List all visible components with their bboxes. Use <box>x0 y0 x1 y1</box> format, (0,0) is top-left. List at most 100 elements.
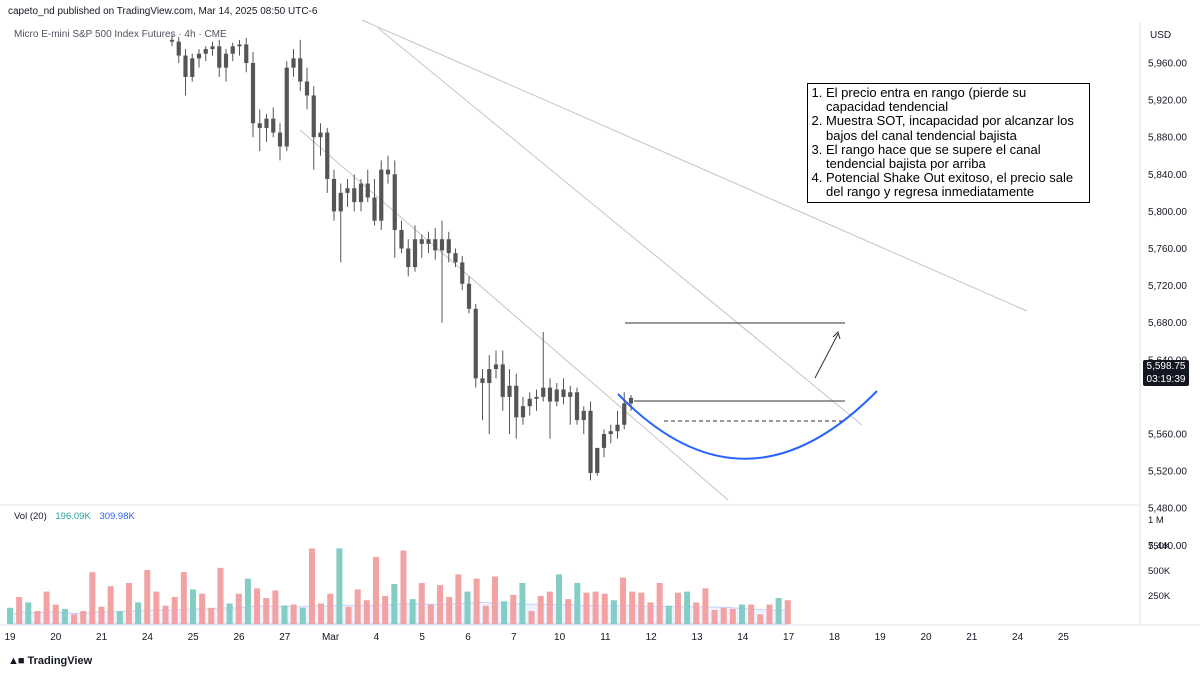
volume-bar <box>107 586 114 624</box>
candle <box>338 183 343 263</box>
candle <box>419 234 424 258</box>
candle <box>284 61 289 152</box>
volume-bar <box>327 593 334 624</box>
volume-bar <box>757 614 764 624</box>
volume-bar <box>254 588 261 624</box>
time-tick-label: 25 <box>188 632 200 643</box>
volume-bar <box>537 595 544 624</box>
volume-bar <box>153 591 160 624</box>
volume-bar <box>299 607 306 624</box>
tradingview-logo[interactable]: ▲■ TradingView <box>8 655 92 667</box>
candle <box>460 255 465 291</box>
volume-bar <box>556 574 562 624</box>
candlestick-series <box>169 35 634 481</box>
volume-bar <box>473 578 480 624</box>
volume-axis: 1 M 750K 500K 250K <box>1148 515 1171 602</box>
candle <box>237 39 242 56</box>
volume-tick-label: 500K <box>1148 566 1171 577</box>
time-axis: 19 20 21 24 25 26 27 Mar 4 5 6 7 10 11 12 13 14 17 18 19 20 2… <box>4 632 1069 643</box>
tradingview-logo-text: TradingView <box>27 655 93 667</box>
time-tick-label: 27 <box>279 632 291 643</box>
candle <box>453 248 458 268</box>
candle <box>358 178 364 212</box>
volume-bar <box>71 614 78 624</box>
candle <box>203 46 208 62</box>
price-tick-label: 5,560.00 <box>1148 430 1187 441</box>
volume-bar <box>565 599 572 624</box>
price-tick-label: 5,920.00 <box>1148 96 1187 107</box>
volume-bar <box>199 593 206 624</box>
time-tick-label: 13 <box>691 632 703 643</box>
volume-bar <box>190 589 196 624</box>
volume-bar <box>766 604 773 624</box>
volume-bar <box>775 598 782 624</box>
volume-tick-label: 1 M <box>1148 515 1164 526</box>
candle <box>588 401 593 481</box>
currency-label[interactable]: USD <box>1150 30 1172 41</box>
volume-bar <box>748 604 755 624</box>
candle <box>230 42 235 62</box>
volume-bar <box>446 597 453 624</box>
volume-bar <box>34 611 41 624</box>
current-price-value: 5,598.75 <box>1146 361 1186 372</box>
volume-bar <box>290 604 297 624</box>
candle <box>568 385 573 425</box>
time-tick-label: 24 <box>1012 632 1024 643</box>
breakout-arrow <box>814 331 841 379</box>
time-tick-label: Mar <box>322 632 340 643</box>
volume-bar <box>43 591 50 624</box>
volume-bar <box>693 602 700 624</box>
candle <box>311 86 316 170</box>
volume-legend[interactable]: Vol (20) 196.09K 309.98K <box>14 511 135 522</box>
tradingview-logo-icon: ▲■ <box>8 655 25 667</box>
volume-bar <box>373 557 379 624</box>
candle <box>318 123 323 156</box>
bar-countdown: 03:19:39 <box>1146 374 1186 385</box>
volume-bar <box>363 600 370 624</box>
candle <box>446 231 451 263</box>
price-tick-label: 5,960.00 <box>1148 59 1187 70</box>
candle <box>176 37 181 63</box>
rounded-bottom-curve <box>617 390 878 460</box>
outer-trendline <box>361 19 1028 312</box>
candle <box>601 429 607 458</box>
candle <box>480 369 485 421</box>
volume-bar <box>574 582 581 624</box>
time-tick-label: 26 <box>233 632 245 643</box>
volume-bar <box>226 603 233 624</box>
price-tick-label: 5,760.00 <box>1148 244 1187 255</box>
candle <box>291 49 296 77</box>
candle <box>507 369 512 434</box>
price-tick-label: 5,480.00 <box>1148 504 1187 515</box>
annotation-item: El rango hace que se supere el canal ten… <box>826 142 1085 171</box>
candle <box>271 107 276 138</box>
price-tick-label: 5,720.00 <box>1148 281 1187 292</box>
volume-bar <box>144 570 151 624</box>
volume-bar <box>16 597 23 624</box>
candle <box>169 35 175 47</box>
time-tick-label: 5 <box>419 632 425 643</box>
annotation-item: Potencial Shake Out exitoso, el precio s… <box>826 171 1085 200</box>
volume-bar <box>235 593 242 624</box>
volume-bar <box>711 609 718 624</box>
volume-bar <box>409 599 416 624</box>
time-tick-label: 12 <box>646 632 658 643</box>
volume-bar <box>647 602 654 624</box>
volume-bar <box>272 590 279 624</box>
volume-bar <box>171 597 178 624</box>
volume-bar <box>437 585 444 624</box>
volume-bars <box>7 548 791 625</box>
candle <box>595 447 600 476</box>
annotation-box: El precio entra en rango (pierde su capa… <box>807 83 1090 203</box>
price-tick-label: 5,800.00 <box>1148 207 1187 218</box>
time-tick-label: 11 <box>600 632 611 643</box>
candle <box>379 160 384 230</box>
volume-bar <box>620 577 627 624</box>
time-tick-label: 24 <box>142 632 154 643</box>
volume-bar <box>739 604 745 624</box>
volume-bar <box>336 548 343 624</box>
symbol-title[interactable]: Micro E-mini S&P 500 Index Futures · 4h … <box>14 29 227 40</box>
volume-bar <box>427 604 434 624</box>
candle <box>304 67 310 110</box>
